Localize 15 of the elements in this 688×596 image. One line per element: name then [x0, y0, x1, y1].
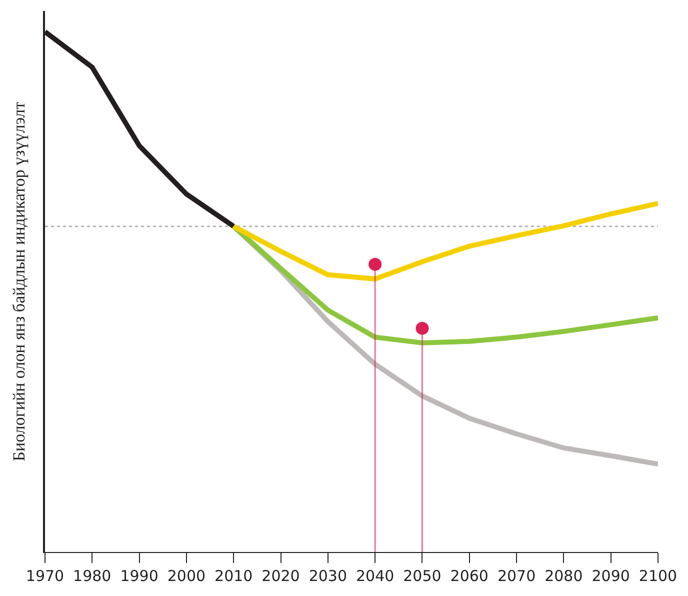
x-tick-label: 2010 — [214, 567, 253, 585]
x-tick-label: 1990 — [120, 567, 158, 585]
x-tick-label: 2040 — [356, 567, 394, 585]
x-tick-label: 1970 — [26, 567, 64, 585]
x-tick-label: 2000 — [167, 567, 206, 585]
x-tick-label: 2070 — [497, 567, 536, 585]
x-tick-label: 1980 — [73, 567, 112, 585]
x-tick-label: 2080 — [544, 567, 583, 585]
x-tick-label: 2020 — [262, 567, 300, 585]
x-tick-label: 2050 — [403, 567, 442, 585]
x-tick-label: 2060 — [450, 567, 488, 585]
x-tick-label: 2100 — [638, 567, 678, 585]
y-axis-title: Биологийн олон янз байдлын индикатор үзүүлэлт — [9, 101, 28, 462]
x-tick-label: 2090 — [592, 567, 630, 585]
x-tick-label: 2030 — [308, 567, 348, 585]
